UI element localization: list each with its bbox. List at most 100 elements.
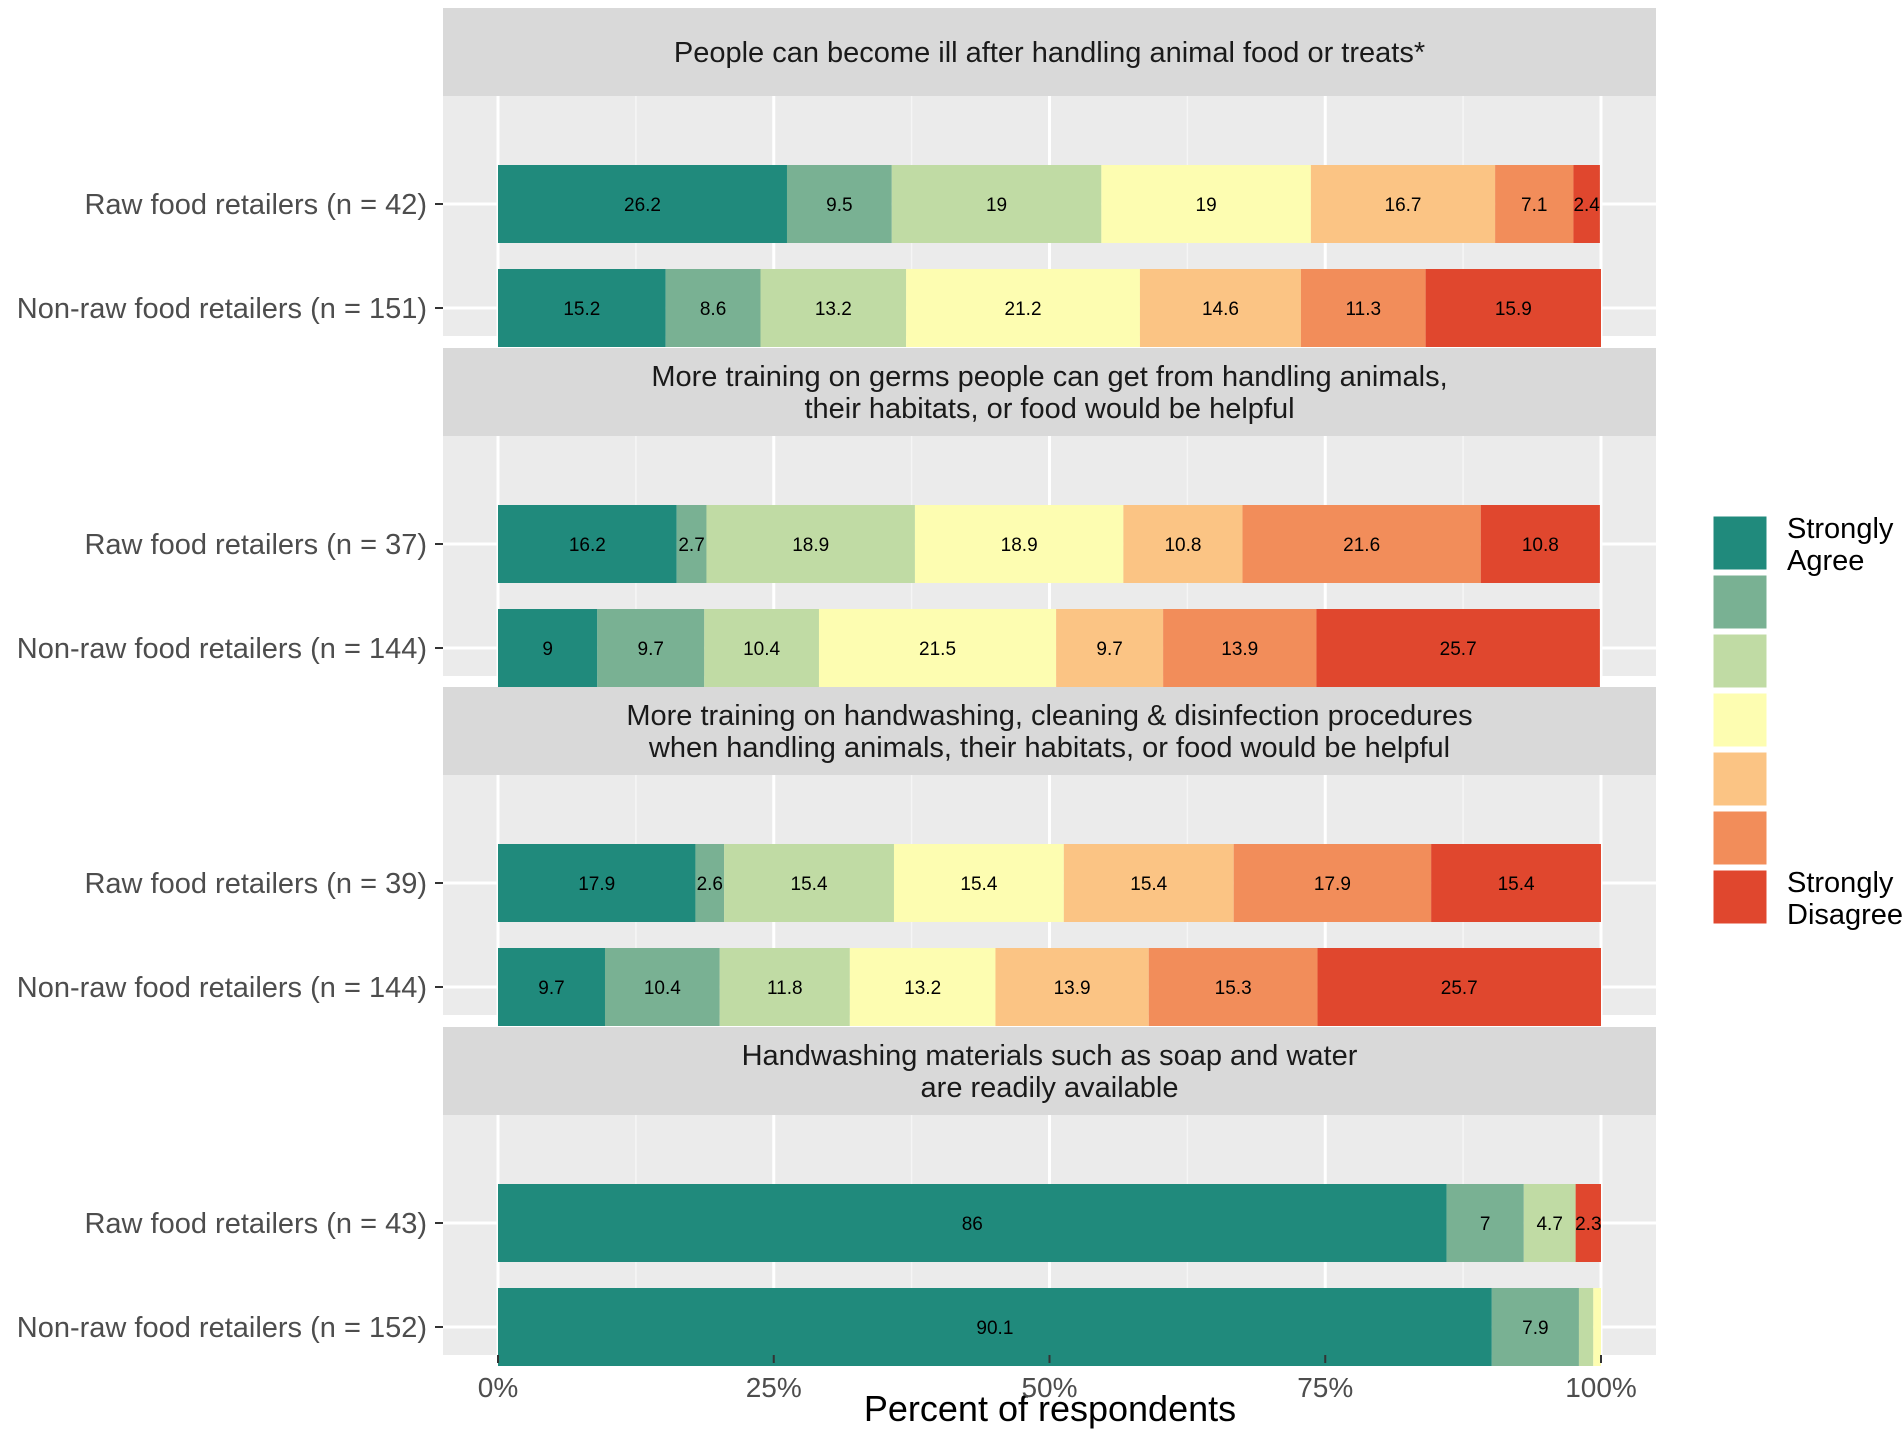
row-label: Raw food retailers (n = 43)	[84, 1208, 427, 1240]
data-label: 25.7	[1441, 978, 1478, 999]
data-label: 10.4	[644, 978, 681, 999]
data-label: 7	[1480, 1214, 1491, 1235]
row-label: Raw food retailers (n = 39)	[84, 868, 427, 900]
x-tick-label: 25%	[746, 1372, 802, 1403]
data-label: 16.2	[569, 535, 606, 556]
row-label: Non-raw food retailers (n = 144)	[17, 972, 427, 1004]
legend-label-strongly-agree: Strongly	[1787, 513, 1894, 545]
bar-segment	[893, 844, 1064, 922]
data-label: 8.6	[700, 299, 726, 320]
panel-title: People can become ill after handling ani…	[674, 37, 1425, 69]
data-label: 7.1	[1521, 195, 1547, 216]
panel-title: More training on handwashing, cleaning &…	[626, 700, 1472, 732]
bar-segment	[1056, 609, 1164, 687]
data-label: 2.4	[1573, 195, 1600, 216]
bar-segment	[1446, 1184, 1524, 1262]
bar-row: 9 9.7 10.4 21.5 9.7 13.9 25.7 Non-raw food reta…	[17, 609, 1600, 687]
bar-segment	[906, 269, 1140, 347]
bar-segment	[1101, 165, 1311, 243]
row-label: Non-raw food retailers (n = 152)	[17, 1312, 427, 1344]
bar-segment	[676, 505, 707, 583]
data-label: 15.2	[563, 299, 600, 320]
data-label: 25.7	[1440, 639, 1477, 660]
data-label: 9.7	[638, 639, 664, 660]
x-tick-label: 0%	[478, 1372, 518, 1403]
data-label: 14.6	[1202, 299, 1239, 320]
data-label: 18.9	[792, 535, 829, 556]
bar-segment	[760, 269, 907, 347]
legend-key	[1712, 574, 1768, 630]
data-label: 9	[542, 639, 553, 660]
bar-segment	[1480, 505, 1600, 583]
bar-row: 86 7 4.7 2.3 Raw food retailers (n = 43)	[84, 1184, 1602, 1262]
legend-label-strongly-disagree: Disagree	[1787, 899, 1903, 931]
legend-label-strongly-agree: Agree	[1787, 545, 1864, 577]
bar-segment	[498, 269, 666, 347]
data-label: 15.9	[1495, 299, 1532, 320]
data-label: 15.4	[1498, 874, 1535, 895]
bar-row: 26.2 9.5 19 19 16.7 7.1 2.4 Raw food retailers …	[84, 165, 1600, 243]
bar-row: 90.1 7.9 Non-raw food retailers (n = 152)	[17, 1288, 1601, 1366]
bar-segment	[498, 844, 696, 922]
legend-key	[1712, 810, 1768, 866]
data-label: 19	[1196, 195, 1217, 216]
bar-segment	[498, 1184, 1447, 1262]
panel-title: More training on germs people can get fr…	[651, 361, 1447, 393]
x-tick-label: 50%	[1021, 1372, 1077, 1403]
bar-segment	[604, 948, 720, 1026]
row-label: Non-raw food retailers (n = 144)	[17, 633, 427, 665]
bar-segment	[695, 844, 725, 922]
bar-segment	[498, 505, 677, 583]
panel-title: when handling animals, their habitats, o…	[648, 732, 1450, 764]
bar-segment	[1593, 1288, 1601, 1366]
bar-segment	[1163, 609, 1317, 687]
legend-label-strongly-disagree: Strongly	[1787, 867, 1894, 899]
bar-row: 15.2 8.6 13.2 21.2 14.6 11.3 15.9 Non-raw food …	[17, 269, 1601, 347]
data-label: 13.2	[815, 299, 852, 320]
bar-segment	[1431, 844, 1601, 922]
data-label: 15.4	[791, 874, 828, 895]
bar-segment	[1310, 165, 1496, 243]
data-label: 9.7	[1096, 639, 1122, 660]
data-label: 15.4	[1130, 874, 1167, 895]
data-label: 11.8	[767, 978, 803, 999]
data-label: 2.7	[678, 535, 704, 556]
row-label: Raw food retailers (n = 42)	[84, 189, 427, 221]
bar-row: 17.9 2.6 15.4 15.4 15.4 17.9 15.4 Raw food reta…	[84, 844, 1601, 922]
bar-segment	[1242, 505, 1481, 583]
data-label: 13.2	[904, 978, 941, 999]
data-label: 11.3	[1346, 299, 1382, 320]
data-label: 90.1	[976, 1318, 1013, 1339]
legend-key	[1712, 869, 1768, 925]
bar-segment	[724, 844, 894, 922]
bar-segment	[1523, 1184, 1576, 1262]
x-axis: Percent of respondents 0% 25% 50% 75% 100%	[478, 1355, 1637, 1429]
data-label: 10.8	[1522, 535, 1559, 556]
bar-segment	[818, 609, 1057, 687]
panel-title: their habitats, or food would be helpful	[804, 393, 1294, 425]
bar-segment	[1573, 165, 1600, 243]
bar-segment	[849, 948, 996, 1026]
data-label: 13.9	[1221, 639, 1258, 660]
data-label: 15.3	[1215, 978, 1252, 999]
bar-segment	[1139, 269, 1301, 347]
data-label: 7.9	[1522, 1318, 1548, 1339]
data-label: 10.4	[743, 639, 780, 660]
data-label: 13.9	[1054, 978, 1091, 999]
bar-segment	[704, 609, 819, 687]
row-label: Non-raw food retailers (n = 151)	[17, 293, 427, 325]
panel-strip	[443, 687, 1656, 775]
bar-segment	[498, 165, 787, 243]
bar-segment	[719, 948, 850, 1026]
x-tick-label: 100%	[1565, 1372, 1637, 1403]
data-label: 2.3	[1575, 1214, 1601, 1235]
data-label: 26.2	[624, 195, 661, 216]
data-label: 17.9	[578, 874, 615, 895]
bar-segment	[498, 1288, 1492, 1366]
panel-4: Handwashing materials such as soap and w…	[17, 1027, 1656, 1366]
data-label: 21.5	[919, 639, 956, 660]
bar-segment	[498, 948, 605, 1026]
bar-segment	[1575, 1184, 1601, 1262]
